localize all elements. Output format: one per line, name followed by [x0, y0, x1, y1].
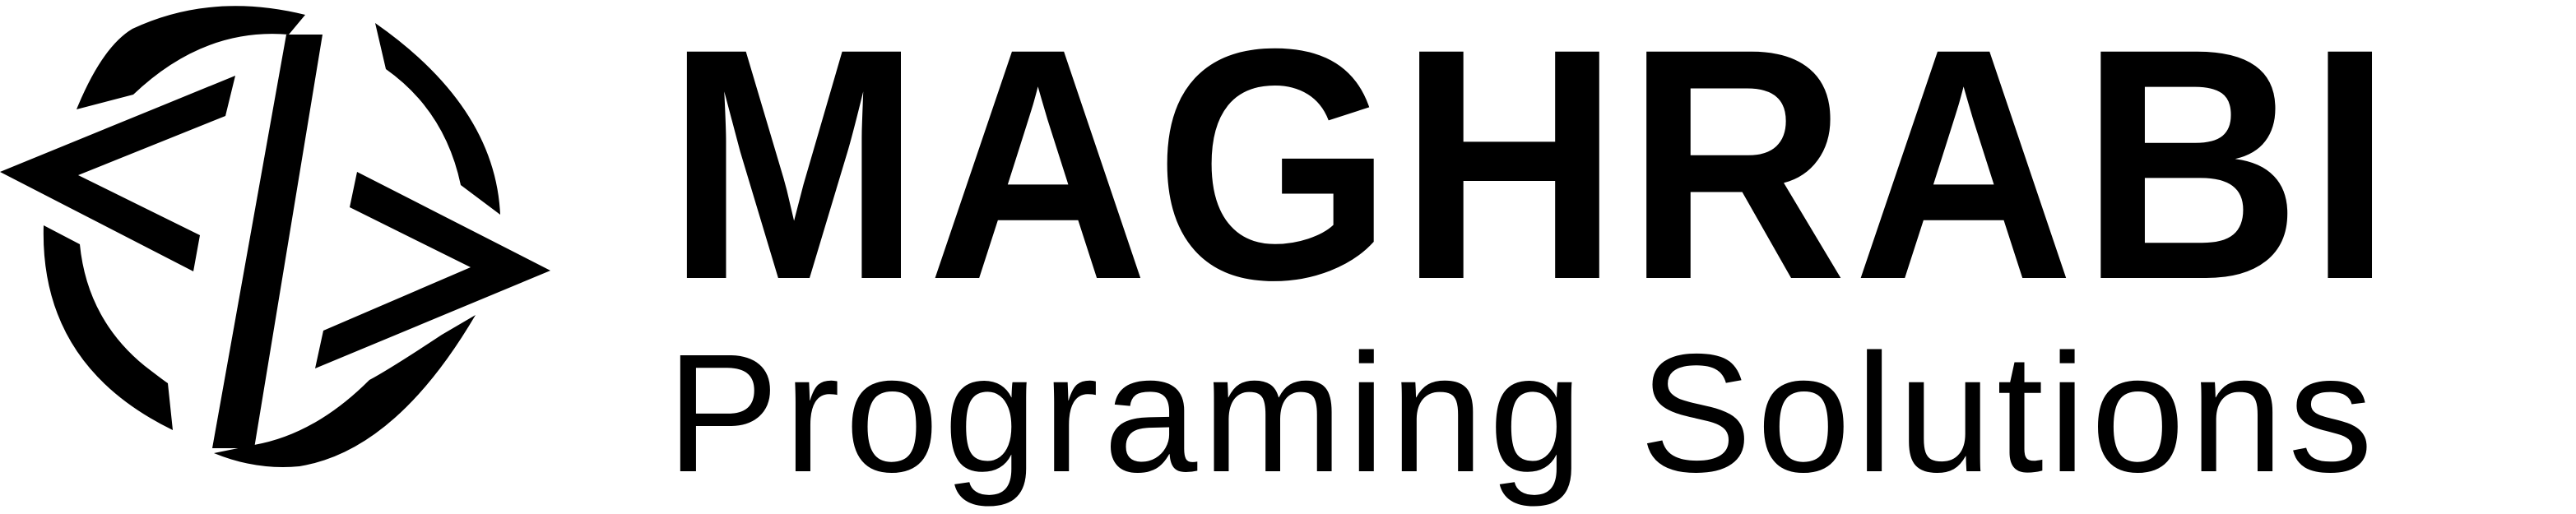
circular-arrows-logo-icon — [0, 6, 550, 467]
wordmark: MAGHRABI Programing Solutions — [642, 0, 2534, 514]
brand-name: MAGHRABI — [666, 0, 2399, 348]
tagline: Programing Solutions — [666, 319, 2378, 507]
